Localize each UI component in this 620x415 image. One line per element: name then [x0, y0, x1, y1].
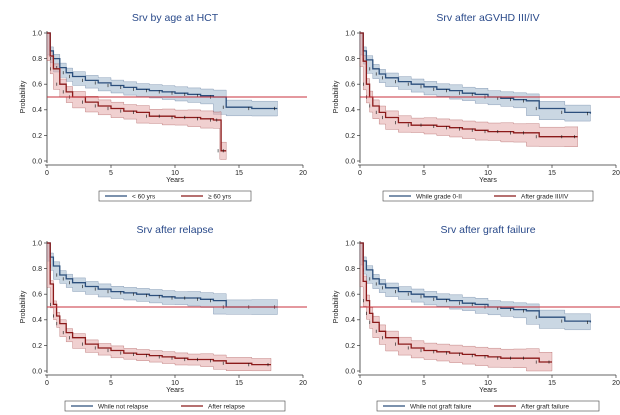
- y-tick-label: 0.4: [345, 107, 355, 114]
- y-tick-label: 0.0: [345, 368, 355, 375]
- y-tick-label: 0.0: [345, 158, 355, 165]
- y-tick-label: 0.8: [32, 266, 42, 273]
- x-tick-label: 15: [548, 170, 556, 177]
- legend-label: < 60 yrs: [132, 194, 156, 201]
- y-axis-label: Probability: [333, 80, 340, 113]
- y-tick-label: 0.0: [32, 368, 42, 375]
- confidence-band-2: [359, 242, 553, 372]
- y-tick-label: 0.8: [345, 56, 355, 63]
- km-panel-1: Srv by age at HCT 0.0 0.2 0.4 0.6 0.8 1.0 0 5 10 1…: [20, 12, 307, 202]
- y-tick-label: 0.0: [32, 158, 42, 165]
- x-tick-label: 15: [548, 380, 556, 387]
- y-tick-label: 0.8: [345, 266, 355, 273]
- km-panel-2: Srv after aGVHD III/IV 0.0 0.2 0.4 0.6 0.8 1.0…: [333, 12, 620, 202]
- x-tick-label: 0: [358, 170, 362, 177]
- x-tick-label: 5: [422, 170, 426, 177]
- y-tick-label: 0.8: [32, 56, 42, 63]
- panel-title: Srv by age at HCT: [132, 12, 219, 24]
- y-axis-label: Probability: [20, 290, 27, 323]
- y-tick-label: 0.6: [345, 82, 355, 89]
- x-tick-label: 0: [45, 380, 49, 387]
- legend-box: [382, 190, 594, 202]
- y-tick-label: 0.2: [345, 133, 355, 140]
- y-axis-label: Probability: [333, 290, 340, 323]
- survival-curve-1: [360, 32, 592, 114]
- y-tick-label: 0.4: [32, 317, 42, 324]
- legend-label: After relapse: [208, 404, 245, 411]
- x-tick-label: 20: [299, 380, 307, 387]
- legend-label: ≥ 60 yrs: [208, 194, 232, 201]
- survival-curve-2: [47, 242, 271, 366]
- x-axis-label: Years: [479, 177, 497, 184]
- x-axis-label: Years: [166, 387, 184, 394]
- legend-label: After graft failure: [521, 404, 569, 411]
- x-tick-label: 10: [484, 170, 492, 177]
- legend-label: While not graft failure: [410, 404, 472, 411]
- km-panel-4: Srv after graft failure 0.0 0.2 0.4 0.6 0.8 1.…: [333, 224, 620, 412]
- y-tick-label: 1.0: [345, 30, 355, 37]
- y-tick-label: 0.4: [345, 317, 355, 324]
- x-tick-label: 5: [109, 170, 113, 177]
- y-tick-label: 0.6: [32, 82, 42, 89]
- x-tick-label: 10: [484, 380, 492, 387]
- survival-curve-2: [360, 242, 552, 363]
- survival-curve-1: [47, 242, 278, 308]
- x-axis-label: Years: [166, 177, 184, 184]
- legend-label: After grade III/IV: [521, 194, 569, 201]
- x-axis-label: Years: [479, 387, 497, 394]
- x-tick-label: 10: [171, 170, 179, 177]
- y-axis-label: Probability: [20, 80, 27, 113]
- survival-curve-2: [47, 32, 227, 152]
- x-tick-label: 5: [109, 380, 113, 387]
- legend-label: While not relapse: [98, 404, 149, 411]
- x-tick-label: 20: [612, 380, 620, 387]
- panel-title: Srv after relapse: [136, 224, 213, 236]
- y-tick-label: 1.0: [32, 30, 42, 37]
- survival-curve-1: [47, 32, 278, 110]
- confidence-band-1: [359, 32, 591, 122]
- y-tick-label: 1.0: [32, 240, 42, 247]
- x-tick-label: 15: [235, 170, 243, 177]
- legend-label: While grade 0-II: [416, 194, 462, 201]
- legend-box: [98, 190, 252, 202]
- y-tick-label: 1.0: [345, 240, 355, 247]
- y-tick-label: 0.4: [32, 107, 42, 114]
- x-tick-label: 0: [45, 170, 49, 177]
- legend-box: [64, 400, 286, 412]
- panel-title: Srv after aGVHD III/IV: [436, 12, 539, 24]
- x-tick-label: 0: [358, 380, 362, 387]
- x-tick-label: 10: [171, 380, 179, 387]
- survival-curve-2: [360, 32, 578, 138]
- y-tick-label: 0.2: [32, 133, 42, 140]
- y-tick-label: 0.6: [345, 292, 355, 299]
- panel-title: Srv after graft failure: [440, 224, 535, 236]
- x-tick-label: 20: [299, 170, 307, 177]
- legend-box: [376, 400, 600, 412]
- confidence-band-1: [46, 242, 278, 315]
- survival-curve-1: [360, 242, 592, 323]
- y-tick-label: 0.2: [345, 343, 355, 350]
- km-panel-3: Srv after relapse 0.0 0.2 0.4 0.6 0.8 1.0 0 5 10 1…: [20, 224, 307, 412]
- x-tick-label: 5: [422, 380, 426, 387]
- x-tick-label: 15: [235, 380, 243, 387]
- x-tick-label: 20: [612, 170, 620, 177]
- y-tick-label: 0.6: [32, 292, 42, 299]
- y-tick-label: 0.2: [32, 343, 42, 350]
